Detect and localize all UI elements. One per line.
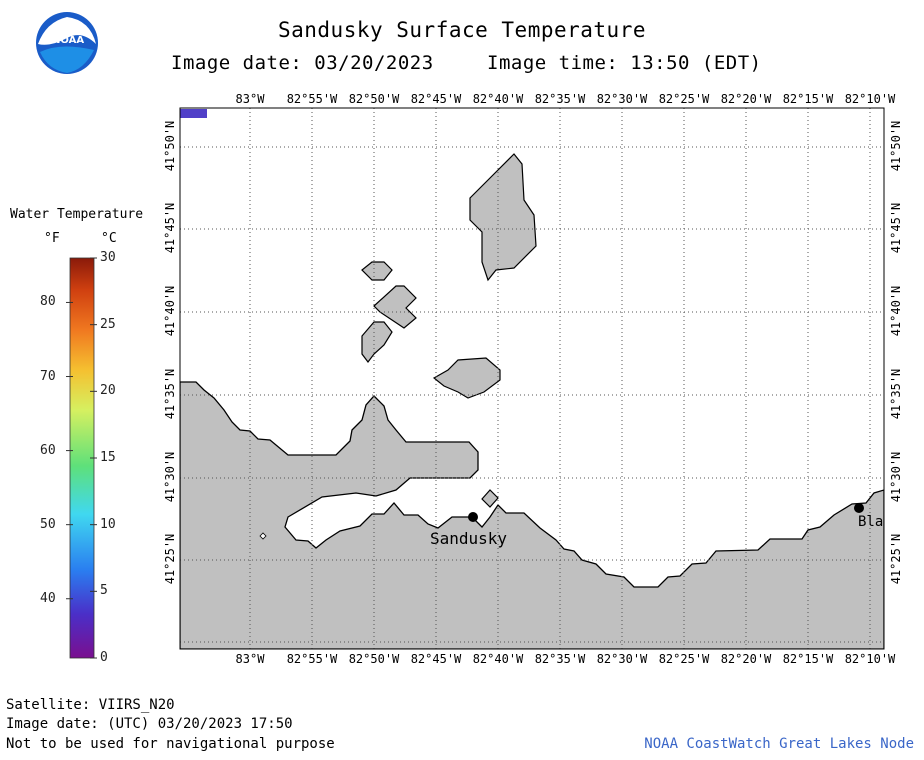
lat-label-right: 41°25'N [889,533,903,585]
legend-tick-f: 50 [40,516,56,532]
image-date-label: Image date: 03/20/2023 [171,52,434,74]
legend-tick-f: 60 [40,442,56,458]
lat-label-left: 41°35'N [163,368,177,420]
island-north [469,153,537,282]
island-b [373,285,417,329]
place-label-sandusky: Sandusky [430,529,507,548]
lon-label-bottom: 83°W [235,652,265,666]
lat-label-left: 41°40'N [163,285,177,337]
legend-tick-c: 5 [100,583,108,599]
lon-label-top: 82°55'W [286,92,338,106]
legend-unit-f: °F [44,231,60,246]
island-d [432,357,501,399]
lat-label-left: 41°50'N [163,120,177,172]
colorbar-ticks [66,257,97,659]
map-area [180,108,884,649]
lon-label-bottom: 82°55'W [286,652,338,666]
lon-label-top: 83°W [235,92,265,106]
legend-title: Water Temperature [10,207,144,222]
small-island [481,489,499,508]
lon-label-bottom: 82°40'W [472,652,524,666]
lon-label-top: 82°25'W [658,92,710,106]
lon-label-bottom: 82°30'W [596,652,648,666]
lon-label-bottom: 82°35'W [534,652,586,666]
map-border [179,107,885,650]
sandusky-marker [468,512,478,522]
legend-tick-f: 80 [40,294,56,310]
lon-label-top: 82°50'W [348,92,400,106]
legend-unit-c: °C [101,231,117,246]
lon-label-top: 82°40'W [472,92,524,106]
lat-label-right: 41°30'N [889,451,903,503]
island-c [361,321,393,363]
lon-label-top: 82°15'W [782,92,834,106]
lat-label-left: 41°30'N [163,451,177,503]
lon-label-bottom: 82°20'W [720,652,772,666]
legend-tick-c: 20 [100,383,116,399]
legend-tick-f: 70 [40,368,56,384]
lon-label-bottom: 82°45'W [410,652,462,666]
credit-link[interactable]: NOAA CoastWatch Great Lakes Node [644,736,914,752]
logo-wave [40,46,94,73]
legend-tick-c: 15 [100,450,116,465]
lat-label-left: 41°25'N [163,533,177,585]
lat-label-right: 41°45'N [889,202,903,254]
no-data-patch [180,109,207,118]
place-label-bla: Bla [858,514,883,530]
lon-label-bottom: 82°10'W [844,652,896,666]
bla-marker [854,503,864,513]
lon-label-bottom: 82°50'W [348,652,400,666]
lon-label-bottom: 82°25'W [658,652,710,666]
lat-label-right: 41°35'N [889,368,903,420]
mainland-shore [180,381,884,649]
lon-label-top: 82°10'W [844,92,896,106]
lat-label-left: 41°45'N [163,202,177,254]
lon-label-top: 82°45'W [410,92,462,106]
utc-date-label: Image date: (UTC) 03/20/2023 17:50 [6,716,293,732]
legend-tick-c: 10 [100,516,116,532]
logo-text: NOAA [52,35,85,46]
graticule [180,108,884,649]
logo-gull [38,17,96,45]
disclaimer-label: Not to be used for navigational purpose [6,736,335,752]
legend-tick-c: 0 [100,650,108,665]
legend-tick-c: 25 [100,316,116,332]
tiny-islet [259,532,267,540]
island-a [361,261,393,281]
lon-label-top: 82°35'W [534,92,586,106]
legend-tick-f: 40 [40,590,56,606]
lon-label-bottom: 82°15'W [782,652,834,666]
image-time-label: Image time: 13:50 (EDT) [487,52,762,74]
satellite-label: Satellite: VIIRS_N20 [6,697,175,713]
lat-label-right: 41°50'N [889,120,903,172]
legend-tick-c: 30 [100,250,116,265]
lon-label-top: 82°20'W [720,92,772,106]
lat-label-right: 41°40'N [889,285,903,337]
page-title: Sandusky Surface Temperature [277,18,646,42]
lon-label-top: 82°30'W [596,92,648,106]
noaa-logo [36,12,98,74]
